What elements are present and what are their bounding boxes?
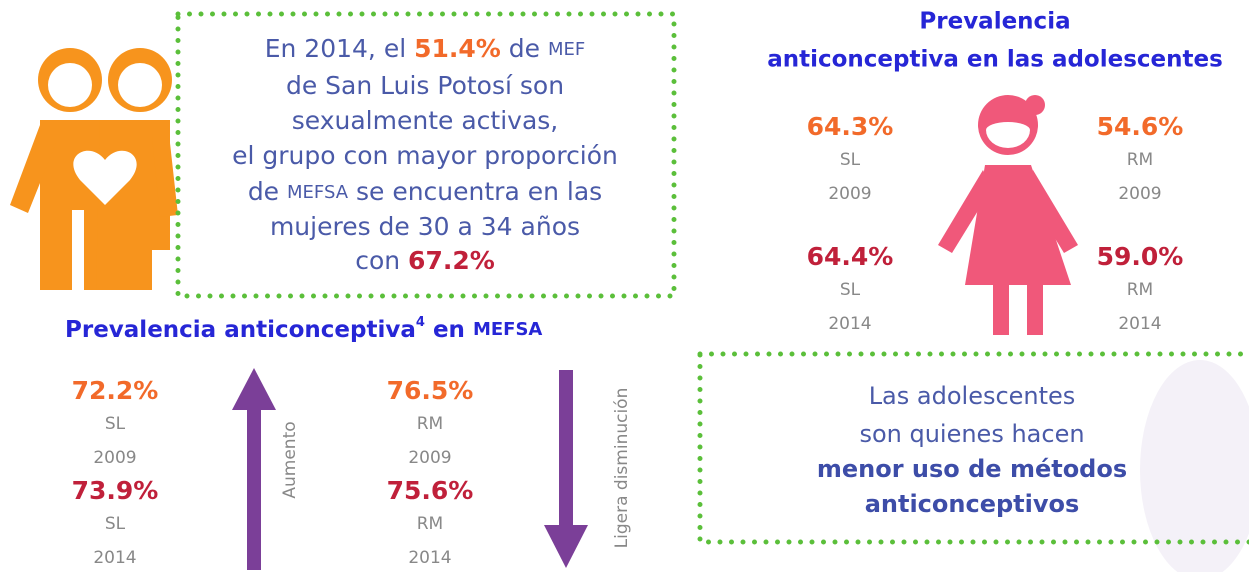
stat-year: 2014 xyxy=(828,314,871,334)
acronym: MEF xyxy=(548,39,585,60)
box-border xyxy=(697,351,1249,545)
stat-region: RM xyxy=(417,414,443,434)
stat-year: 2009 xyxy=(828,184,871,204)
text: Prevalencia anticonceptiva xyxy=(65,317,416,343)
stat-region: SL xyxy=(840,280,861,300)
section-title: Prevalencia xyxy=(919,9,1070,35)
summary-line: En 2014, el 51.4% de MEF xyxy=(265,34,586,63)
text: en xyxy=(425,317,473,343)
stat-region: SL xyxy=(105,414,126,434)
stat-year: 2009 xyxy=(408,448,451,468)
section-title: anticonceptiva en las adolescentes xyxy=(767,47,1223,73)
acronym: MEFSA xyxy=(473,319,542,340)
face xyxy=(118,63,162,107)
stat-value: 72.2% xyxy=(72,376,159,405)
section-title: Prevalencia anticonceptiva4 en MEFSA xyxy=(65,315,542,343)
stat-year: 2009 xyxy=(93,448,136,468)
text: En 2014, el xyxy=(265,34,414,63)
arrow-label: Aumento xyxy=(280,421,300,498)
stat-year: 2009 xyxy=(1118,184,1161,204)
face xyxy=(986,122,1030,148)
stat-value: 54.6% xyxy=(1097,112,1184,141)
down-arrow xyxy=(544,370,588,568)
note-line: Las adolescentes xyxy=(869,382,1076,410)
stat-region: SL xyxy=(105,514,126,534)
text: con xyxy=(355,246,408,275)
summary-line: el grupo con mayor proporción xyxy=(232,141,618,170)
highlight: 67.2% xyxy=(408,246,495,275)
stat-region: SL xyxy=(840,150,861,170)
stat-value: 64.4% xyxy=(807,242,894,271)
text: de xyxy=(248,177,287,206)
stat-value: 64.3% xyxy=(807,112,894,141)
acronym: MEFSA xyxy=(287,182,349,203)
superscript: 4 xyxy=(416,315,425,330)
background-leaf xyxy=(1140,360,1249,572)
summary-line: de MEFSA se encuentra en las xyxy=(248,177,602,206)
summary-line: con 67.2% xyxy=(355,246,495,275)
stats: 72.2% SL 2009 73.9% SL 2014 76.5% RM 2009 75.6% RM… xyxy=(72,112,1184,568)
note-line: son quienes hacen xyxy=(859,420,1084,448)
stat-year: 2014 xyxy=(408,548,451,568)
summary-line: sexualmente activas, xyxy=(292,106,558,135)
highlight: 51.4% xyxy=(414,34,501,63)
stat-region: RM xyxy=(1127,150,1153,170)
up-arrow xyxy=(232,368,276,570)
stat-region: RM xyxy=(1127,280,1153,300)
stat-value: 59.0% xyxy=(1097,242,1184,271)
note-line: menor uso de métodos xyxy=(817,455,1127,483)
face xyxy=(48,63,92,107)
summary-line: de San Luis Potosí son xyxy=(286,71,564,100)
box-border xyxy=(175,11,677,299)
arrow-label: Ligera disminución xyxy=(612,388,632,549)
stat-value: 73.9% xyxy=(72,476,159,505)
stat-year: 2014 xyxy=(93,548,136,568)
stat-region: RM xyxy=(417,514,443,534)
text: de xyxy=(501,34,548,63)
stat-value: 76.5% xyxy=(387,376,474,405)
heart xyxy=(73,150,137,205)
text: se encuentra en las xyxy=(348,177,602,206)
note-line: anticonceptivos xyxy=(865,490,1080,518)
stat-year: 2014 xyxy=(1118,314,1161,334)
summary-line: mujeres de 30 a 34 años xyxy=(270,212,580,241)
stat-value: 75.6% xyxy=(387,476,474,505)
